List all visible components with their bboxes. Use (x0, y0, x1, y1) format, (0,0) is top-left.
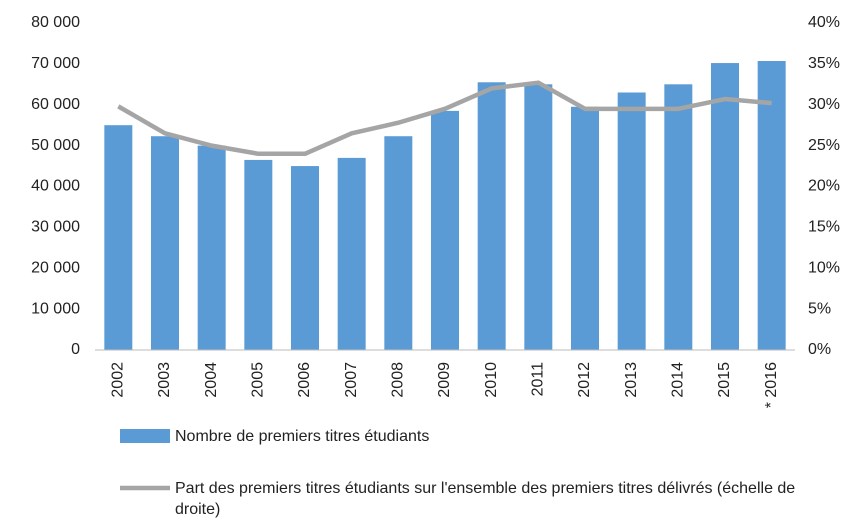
y-tick-label: 80 000 (31, 14, 80, 31)
y-tick-label: 20 000 (31, 259, 80, 276)
bar (291, 166, 319, 350)
y2-tick-label: 0% (808, 341, 831, 358)
bar (617, 92, 646, 351)
legend-label: Nombre de premiers titres étudiants (175, 428, 430, 445)
x-tick-label: 2002 (110, 362, 127, 398)
x-tick-label: 2004 (203, 362, 220, 398)
bar (571, 106, 599, 350)
bar (524, 84, 553, 350)
y2-tick-label: 15% (808, 219, 840, 236)
bar (757, 61, 786, 351)
y2-tick-label: 25% (808, 137, 840, 154)
bar (197, 145, 226, 350)
y2-tick-label: 40% (808, 14, 840, 31)
bar (337, 157, 366, 350)
y2-tick-label: 30% (808, 96, 840, 113)
legend-label: Part des premiers titres étudiants sur l… (175, 480, 796, 518)
x-tick-label: 2005 (250, 362, 267, 398)
y-tick-label: 70 000 (31, 55, 80, 72)
y2-tick-label: 5% (808, 300, 831, 317)
y2-tick-label: 35% (808, 55, 840, 72)
bar (244, 159, 273, 350)
y-tick-label: 10 000 (31, 300, 80, 317)
x-tick-label: 2006 (296, 362, 313, 398)
x-tick-label: 2009 (436, 362, 453, 398)
y-tick-label: 50 000 (31, 137, 80, 154)
bar (477, 82, 506, 351)
y2-tick-label: 10% (808, 259, 840, 276)
bar (664, 84, 693, 350)
x-tick-label: 2010 (483, 362, 500, 398)
x-tick-label: * 2016 (763, 362, 780, 408)
y2-tick-label: 20% (808, 178, 840, 195)
legend-swatch (120, 429, 170, 443)
x-tick-label: 2014 (670, 362, 687, 398)
x-tick-label: 2012 (576, 362, 593, 398)
x-tick-label: 2007 (343, 362, 360, 398)
bar (711, 63, 739, 351)
y-tick-label: 0 (71, 341, 80, 358)
bar (384, 136, 413, 350)
y-tick-label: 30 000 (31, 219, 80, 236)
x-tick-label: 2013 (623, 362, 640, 398)
line (117, 80, 772, 157)
x-tick-label: 2015 (716, 362, 733, 398)
y-tick-label: 40 000 (31, 178, 80, 195)
bar (151, 136, 179, 350)
x-tick-label: 2008 (390, 362, 407, 398)
y-tick-label: 60 000 (31, 96, 80, 113)
bar (104, 125, 133, 350)
bar (431, 110, 459, 350)
x-tick-label: 2003 (156, 362, 173, 398)
x-tick-label: 2011 (530, 362, 547, 397)
